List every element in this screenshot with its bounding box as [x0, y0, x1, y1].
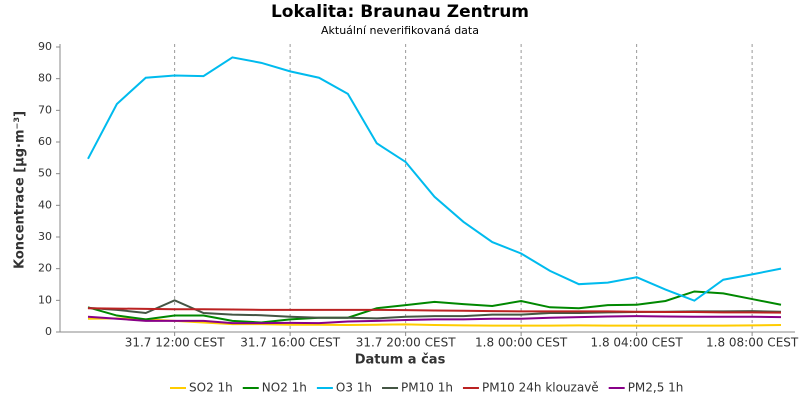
y-tick-label: 90 — [38, 40, 52, 53]
y-tick-label: 0 — [45, 325, 52, 338]
y-tick-label: 30 — [38, 230, 52, 243]
legend-label: SO2 1h — [189, 381, 233, 395]
series-line — [87, 317, 782, 327]
legend-label: O3 1h — [336, 381, 372, 395]
y-tick-label: 70 — [38, 103, 52, 116]
x-tick-label: 1.8 00:00 CEST — [475, 336, 568, 350]
series-line — [87, 290, 782, 324]
x-tick-label: 1.8 08:00 CEST — [706, 336, 799, 350]
x-axis-label: Datum a čas — [355, 353, 446, 368]
legend-label: PM10 24h klouzavě — [482, 381, 599, 395]
legend-label: PM2,5 1h — [628, 381, 684, 395]
series-line — [87, 315, 782, 325]
y-axis-label: Koncentrace [µg·m⁻³] — [13, 111, 28, 269]
series-line — [87, 307, 782, 314]
x-tick-label: 31.7 16:00 CEST — [240, 336, 341, 350]
y-tick-label: 10 — [38, 293, 52, 306]
y-tick-label: 50 — [38, 167, 52, 180]
y-tick-label: 80 — [38, 72, 52, 85]
x-tick-label: 31.7 12:00 CEST — [125, 336, 226, 350]
y-tick-label: 20 — [38, 262, 52, 275]
series-line — [87, 56, 782, 302]
chart-subtitle: Aktuální neverifikovaná data — [321, 24, 479, 37]
y-tick-label: 60 — [38, 135, 52, 148]
x-tick-label: 1.8 04:00 CEST — [591, 336, 684, 350]
legend-label: NO2 1h — [262, 381, 307, 395]
chart-title: Lokalita: Braunau Zentrum — [271, 2, 529, 22]
legend-label: PM10 1h — [401, 381, 453, 395]
y-tick-label: 40 — [38, 198, 52, 211]
x-tick-label: 31.7 20:00 CEST — [356, 336, 457, 350]
